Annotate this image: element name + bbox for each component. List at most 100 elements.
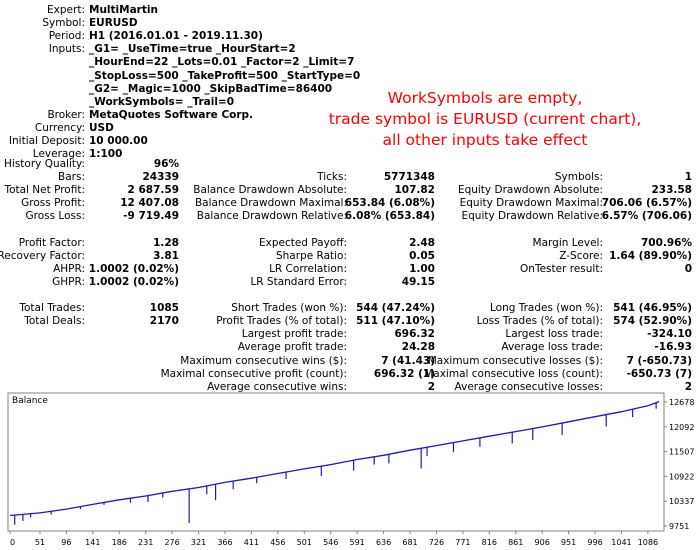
annotation-line-2: trade symbol is EURUSD (current chart), <box>328 110 642 128</box>
stat-label: Loss Trades (% of total): <box>476 315 603 328</box>
stat-label: Total Net Profit: <box>4 184 85 197</box>
x-tick-label: 546 <box>323 538 338 547</box>
stat-value: 1.64 (89.90%) <box>609 249 692 262</box>
header-value: _HourEnd=22 _Lots=0.01 _Factor=2 _Limit=… <box>89 56 355 69</box>
header-label: Currency: <box>34 121 85 134</box>
x-tick-label: 141 <box>85 538 100 547</box>
stat-label: Long Trades (won %): <box>489 302 603 315</box>
stat-value: 700.96% <box>640 236 692 249</box>
header-value: _G2= _Magic=1000 _SkipBadTime=86400 <box>89 82 333 95</box>
chart-gridlines <box>9 401 667 534</box>
header-label: Inputs: <box>48 43 85 56</box>
stat-label: Gross Profit: <box>21 197 85 210</box>
stat-label: Largest profit trade: <box>241 328 347 341</box>
stat-label: Largest loss trade: <box>505 328 603 341</box>
stat-label: Expected Payoff: <box>258 236 347 249</box>
stat-value: 2 <box>684 380 692 393</box>
stat-label: Bars: <box>58 171 85 184</box>
stat-label: Maximal consecutive profit (count): <box>160 367 347 380</box>
x-tick-label: 1086 <box>638 538 658 547</box>
x-tick-label: 681 <box>402 538 417 547</box>
header-value: MetaQuotes Software Corp. <box>89 108 254 121</box>
stat-value: 2 <box>427 380 435 393</box>
header-value: H1 (2016.01.01 - 2019.11.30) <box>89 30 263 43</box>
chart-x-tick-labels: 0 51 96 141 186 231 276 321 366 411 456 501 546 591 63… <box>10 538 658 547</box>
y-tick-label: 11507 <box>669 448 694 457</box>
stat-label: GHPR: <box>52 275 85 288</box>
stat-value: 0.05 <box>409 249 435 262</box>
x-tick-label: 861 <box>508 538 523 547</box>
stat-value: 653.84 (6.08%) <box>344 197 435 210</box>
stat-label: Average consecutive wins: <box>207 380 347 393</box>
y-tick-label: 12092 <box>669 423 694 432</box>
stat-label: Maximum consecutive losses ($): <box>427 354 603 367</box>
stat-value: 49.15 <box>401 275 435 288</box>
stat-label: Sharpe Ratio: <box>275 249 347 262</box>
stat-value: 2170 <box>149 315 179 328</box>
stat-value: 574 (52.90%) <box>613 315 692 328</box>
balance-series-line <box>9 400 660 517</box>
stat-value: 0 <box>684 262 692 275</box>
header-label: Broker: <box>47 108 85 121</box>
stat-label: Total Trades: <box>19 302 85 315</box>
x-tick-label: 816 <box>482 538 497 547</box>
x-tick-label: 456 <box>270 538 285 547</box>
stat-label: Average loss trade: <box>501 341 603 354</box>
x-tick-label: 321 <box>191 538 206 547</box>
stat-label: Ticks: <box>317 171 347 184</box>
stat-value: 96% <box>153 158 179 170</box>
y-tick-label: 10337 <box>669 497 694 506</box>
stat-value: 6.57% (706.06) <box>601 210 692 223</box>
header-label: Expert: <box>47 4 85 16</box>
stat-label: Equity Drawdown Absolute: <box>457 184 603 197</box>
stat-label: Profit Trades (% of total): <box>216 315 347 328</box>
stat-value: -9 719.49 <box>123 210 179 223</box>
stat-label: Balance Drawdown Absolute: <box>193 184 347 197</box>
stat-label: Margin Level: <box>532 236 603 249</box>
stat-value: 107.82 <box>394 184 435 197</box>
stat-label: Balance Drawdown Relative: <box>196 210 347 223</box>
y-tick-label: 12678 <box>669 398 694 407</box>
stat-label: Z-Score: <box>559 249 603 262</box>
stat-label: OnTester result: <box>520 262 603 275</box>
stat-value: 511 (47.10%) <box>356 315 435 328</box>
stat-label: LR Standard Error: <box>250 275 347 288</box>
x-tick-label: 501 <box>297 538 312 547</box>
stat-value: 1085 <box>149 302 179 315</box>
annotation-line-1: WorkSymbols are empty, <box>387 89 583 107</box>
x-tick-label: 366 <box>217 538 232 547</box>
stat-value: 544 (47.24%) <box>356 302 435 315</box>
stat-label: Equity Drawdown Relative: <box>461 210 603 223</box>
stat-value: 696.32 (1) <box>373 367 435 380</box>
stat-label: Average profit trade: <box>237 341 347 354</box>
annotation-line-3: all other inputs take effect <box>382 131 588 149</box>
stat-value: 1.00 <box>409 262 435 275</box>
y-tick-label: 9751 <box>669 522 689 531</box>
stat-label: Short Trades (won %): <box>231 302 347 315</box>
x-tick-label: 591 <box>350 538 365 547</box>
stat-value: 1 <box>684 171 692 184</box>
header-label: Period: <box>48 30 85 43</box>
x-tick-label: 411 <box>244 538 259 547</box>
balance-chart: Balance 12678 12092 11507 10922 10337 9751 0 5… <box>7 392 694 547</box>
stat-value: 1.0002 (0.02%) <box>88 275 179 288</box>
stat-value: 706.06 (6.57%) <box>601 197 692 210</box>
x-tick-label: 186 <box>112 538 127 547</box>
y-tick-label: 10922 <box>669 472 694 481</box>
x-tick-label: 996 <box>587 538 602 547</box>
header-value: 10 000.00 <box>89 135 148 147</box>
stat-value: 6.08% (653.84) <box>344 210 435 223</box>
stat-label: Profit Factor: <box>18 236 85 249</box>
stat-value: 541 (46.95%) <box>613 302 692 315</box>
x-tick-label: 906 <box>535 538 550 547</box>
stat-label: AHPR: <box>53 262 85 275</box>
stat-value: -324.10 <box>647 328 692 341</box>
stat-value: -650.73 (7) <box>626 367 692 380</box>
stat-value: 24339 <box>142 171 179 184</box>
header-value: EURUSD <box>89 17 138 30</box>
stat-label: Maximum consecutive wins ($): <box>180 354 347 367</box>
header-label: Leverage: <box>32 148 85 161</box>
stat-value: 2.48 <box>409 236 435 249</box>
x-tick-label: 771 <box>455 538 470 547</box>
header-label: Symbol: <box>42 17 85 30</box>
